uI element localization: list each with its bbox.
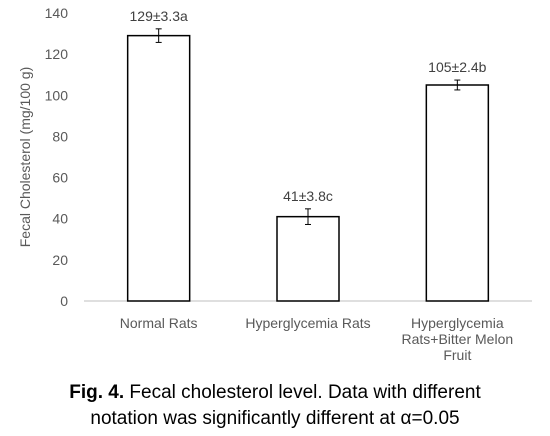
y-axis-title: Fecal Cholesterol (mg/100 g) [17, 67, 33, 248]
bar [425, 84, 490, 302]
category-label: Normal Rats [120, 315, 198, 331]
y-tick-label: 0 [60, 293, 68, 309]
category-labels-group: Normal Rats Hyperglycemia Rats Hyperglycem… [120, 315, 513, 363]
category-label-line: Fruit [443, 347, 471, 363]
data-label: 41±3.8c [283, 188, 333, 204]
category-label-line: Normal Rats [120, 315, 198, 331]
caption-line-2: notation was significantly different at … [90, 408, 460, 429]
category-label: Hyperglycemia Rats+Bitter Melon Fruit [401, 315, 513, 363]
figure-label: Fig. 4. [69, 382, 125, 403]
bars-group [126, 34, 490, 302]
error-bars-group [155, 28, 461, 225]
data-labels-group: 129±3.3a 41±3.8c 105±2.4b [130, 8, 487, 204]
chart-container: 0 20 40 60 80 100 120 140 129±3.3a 41±3.8c 105±2.… [17, 5, 532, 363]
error-bar [454, 79, 461, 91]
caption-text-1: Fecal cholesterol level. Data with diffe… [124, 382, 481, 403]
bar [276, 215, 340, 302]
y-tick-label: 20 [52, 252, 68, 268]
error-bar [305, 208, 311, 225]
bar-chart: 0 20 40 60 80 100 120 140 129±3.3a 41±3.8c 105±2.… [17, 5, 532, 363]
y-tick-label: 100 [45, 87, 69, 103]
y-tick-label: 60 [52, 170, 68, 186]
category-label-line: Hyperglycemia Rats [245, 315, 370, 331]
data-label: 129±3.3a [130, 8, 189, 24]
category-label-line: Rats+Bitter Melon [401, 331, 513, 347]
y-tick-label: 140 [45, 5, 69, 21]
error-bar [155, 28, 162, 43]
figure-caption: Fig. 4. Fecal cholesterol level. Data wi… [0, 380, 550, 432]
y-tick-label: 80 [52, 128, 68, 144]
data-label: 105±2.4b [428, 59, 487, 75]
category-label-line: Hyperglycemia [411, 315, 504, 331]
caption-line-1: Fig. 4. Fecal cholesterol level. Data wi… [0, 380, 550, 406]
bar [126, 34, 191, 302]
y-axis-ticks: 0 20 40 60 80 100 120 140 [45, 5, 69, 309]
category-label: Hyperglycemia Rats [245, 315, 370, 331]
y-tick-label: 120 [45, 46, 69, 62]
y-tick-label: 40 [52, 211, 68, 227]
